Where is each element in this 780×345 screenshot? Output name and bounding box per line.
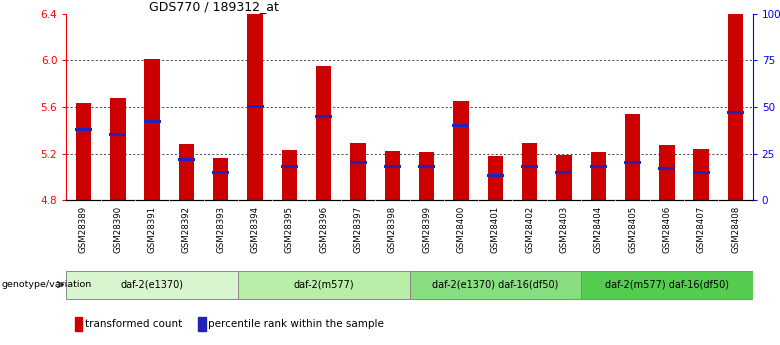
Bar (555, 171, 573, 174)
Bar (282, 150, 297, 200)
Text: GSM28404: GSM28404 (594, 206, 603, 253)
Text: GSM28407: GSM28407 (697, 206, 706, 253)
Bar (246, 106, 264, 108)
Bar (693, 171, 710, 174)
Text: genotype/variation: genotype/variation (2, 279, 92, 288)
Bar (281, 165, 298, 168)
Text: GSM28403: GSM28403 (559, 206, 569, 253)
Text: GSM28408: GSM28408 (731, 206, 740, 253)
Bar (350, 143, 366, 200)
Text: percentile rank within the sample: percentile rank within the sample (208, 319, 385, 328)
Text: GSM28393: GSM28393 (216, 206, 225, 253)
Text: GSM28397: GSM28397 (353, 206, 363, 253)
Text: GSM28390: GSM28390 (113, 206, 122, 253)
Bar (144, 59, 160, 200)
Bar (316, 66, 332, 200)
Bar (75, 128, 92, 131)
Bar (590, 165, 607, 168)
Text: daf-2(m577) daf-16(df50): daf-2(m577) daf-16(df50) (605, 279, 729, 289)
Bar (521, 165, 538, 168)
Text: daf-2(m577): daf-2(m577) (293, 279, 354, 289)
Bar (315, 115, 332, 118)
Bar (385, 151, 400, 200)
Bar (198, 317, 205, 331)
Text: transformed count: transformed count (85, 319, 182, 328)
Text: GSM28389: GSM28389 (79, 206, 88, 253)
FancyBboxPatch shape (238, 270, 410, 298)
Bar (349, 161, 367, 164)
Text: daf-2(e1370): daf-2(e1370) (121, 279, 183, 289)
Bar (212, 171, 229, 174)
Bar (488, 156, 503, 200)
Bar (76, 104, 91, 200)
Bar (625, 114, 640, 200)
Bar (75, 317, 82, 331)
Text: GSM28399: GSM28399 (422, 206, 431, 253)
Text: GSM28392: GSM28392 (182, 206, 191, 253)
Bar (522, 143, 537, 200)
Bar (590, 152, 606, 200)
Bar (418, 165, 435, 168)
Text: GSM28396: GSM28396 (319, 206, 328, 253)
Text: GSM28394: GSM28394 (250, 206, 260, 253)
Text: GSM28391: GSM28391 (147, 206, 157, 253)
Text: GSM28400: GSM28400 (456, 206, 466, 253)
Bar (659, 145, 675, 200)
Bar (419, 152, 434, 200)
Text: daf-2(e1370) daf-16(df50): daf-2(e1370) daf-16(df50) (432, 279, 558, 289)
Text: GDS770 / 189312_at: GDS770 / 189312_at (149, 0, 278, 13)
Bar (110, 98, 126, 200)
Bar (453, 101, 469, 200)
Bar (213, 158, 229, 200)
Bar (727, 111, 744, 114)
Bar (693, 149, 709, 200)
Bar (178, 158, 195, 160)
Text: GSM28395: GSM28395 (285, 206, 294, 253)
Bar (144, 120, 161, 123)
Bar (452, 124, 470, 127)
FancyBboxPatch shape (581, 270, 753, 298)
Bar (179, 144, 194, 200)
Text: GSM28401: GSM28401 (491, 206, 500, 253)
Bar (728, 0, 743, 200)
Bar (109, 134, 126, 136)
Text: GSM28398: GSM28398 (388, 206, 397, 253)
Bar (384, 165, 401, 168)
Text: GSM28405: GSM28405 (628, 206, 637, 253)
Bar (624, 161, 641, 164)
Bar (487, 175, 504, 177)
FancyBboxPatch shape (410, 270, 581, 298)
Text: GSM28402: GSM28402 (525, 206, 534, 253)
Text: GSM28406: GSM28406 (662, 206, 672, 253)
FancyBboxPatch shape (66, 270, 238, 298)
Bar (247, 14, 263, 200)
Bar (658, 167, 675, 170)
Bar (556, 155, 572, 200)
